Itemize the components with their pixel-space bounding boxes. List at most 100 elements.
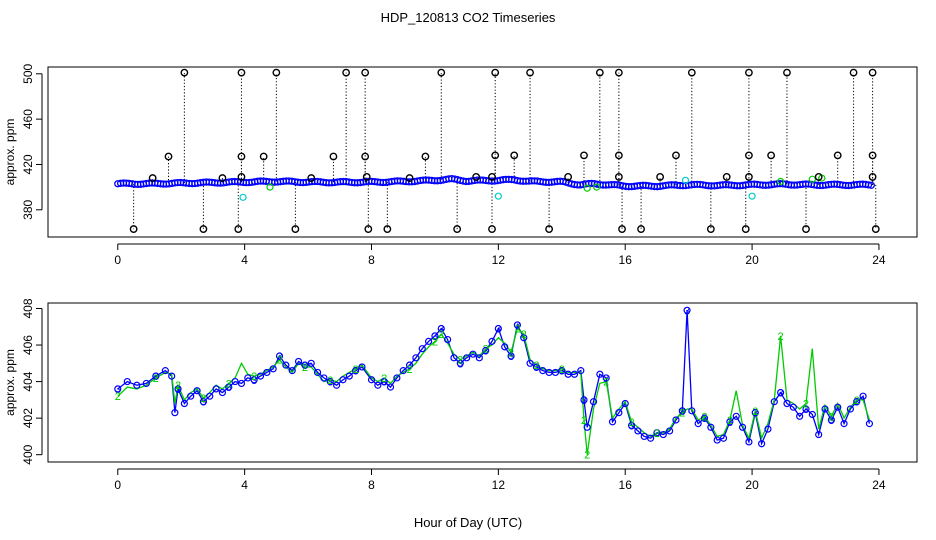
- data-point: [615, 409, 623, 417]
- data-point: [218, 388, 227, 397]
- y-axis-label: approx. ppm: [3, 119, 17, 186]
- flag-point: [614, 173, 623, 181]
- bottom-panel: 0 4 8 12 16 20 24 400 402 404 406 408 approx. ppm 3 3 3…: [3, 298, 918, 492]
- data-point: [558, 367, 566, 375]
- data-point: [802, 405, 810, 413]
- data-point: [646, 434, 655, 442]
- data-point: [494, 324, 502, 333]
- series-marker-2: 2: [752, 406, 758, 418]
- series-marker-3: 3: [684, 305, 690, 317]
- data-point: [783, 399, 791, 408]
- data-point: [738, 423, 747, 431]
- series-marker-2: 2: [828, 411, 834, 423]
- data-point: [152, 372, 160, 380]
- data-point: [320, 374, 328, 382]
- data-point: [358, 363, 366, 371]
- flag-point: [868, 68, 877, 77]
- data-point: [386, 383, 395, 391]
- data-point: [333, 381, 341, 389]
- flag-point: [362, 173, 371, 181]
- y-tick-label: 460: [21, 109, 35, 129]
- data-point: [666, 427, 674, 435]
- data-point: [418, 345, 426, 353]
- x-tick-label: 12: [492, 478, 506, 492]
- data-point: [683, 306, 691, 314]
- data-point: [627, 421, 636, 430]
- data-point: [770, 398, 778, 406]
- series-marker-2: 2: [432, 336, 438, 348]
- data-point: [339, 376, 347, 384]
- series-marker-2: 2: [438, 329, 444, 341]
- flag-point: [234, 225, 243, 233]
- data-point: [301, 361, 309, 369]
- x-tick-label: 4: [241, 253, 248, 267]
- series-marker-2: 2: [508, 347, 514, 359]
- flag-point: [307, 174, 316, 182]
- data-point: [244, 374, 252, 382]
- data-point: [393, 374, 401, 382]
- data-point: [133, 381, 141, 389]
- series-marker-2: 2: [115, 391, 121, 403]
- series-marker-3: 3: [654, 428, 660, 440]
- series-marker-3: 3: [483, 346, 489, 358]
- series-marker-3: 3: [854, 397, 860, 409]
- series-marker-3: 3: [628, 420, 634, 432]
- data-point: [275, 352, 284, 360]
- flag-point: [526, 68, 534, 77]
- data-point: [757, 440, 766, 448]
- flag-point: [614, 68, 623, 77]
- flag-point: [868, 151, 877, 160]
- data-point: [367, 376, 376, 384]
- flag-point: [614, 151, 623, 160]
- data-point: [437, 324, 445, 333]
- x-tick-label: 20: [745, 478, 759, 492]
- x-tick-label: 20: [745, 253, 759, 267]
- data-point: [482, 346, 490, 355]
- data-point: [450, 354, 458, 362]
- data-point: [380, 377, 388, 386]
- data-point: [123, 377, 131, 386]
- x-tick-label: 16: [619, 253, 633, 267]
- series-marker-3: 3: [302, 360, 308, 372]
- flag-point: [259, 152, 268, 161]
- data-point: [142, 379, 150, 388]
- series-marker-2: 2: [628, 417, 634, 429]
- flag-point: [745, 151, 753, 160]
- flag-point: [364, 225, 373, 233]
- x-tick-label: 4: [241, 478, 248, 492]
- series-marker-2: 2: [584, 450, 590, 462]
- flag-point: [218, 174, 227, 182]
- data-point: [352, 367, 360, 375]
- series-marker-3: 3: [727, 417, 733, 429]
- plot-frame: [47, 66, 918, 238]
- data-point: [199, 398, 208, 406]
- series-marker-3: 3: [603, 373, 609, 385]
- data-point: [424, 337, 433, 345]
- series-marker-2: 2: [327, 375, 333, 387]
- data-point: [580, 396, 588, 404]
- data-point: [732, 412, 740, 420]
- y-axis-label: approx. ppm: [3, 349, 17, 416]
- data-point: [345, 372, 353, 380]
- series-marker-2: 2: [302, 362, 308, 374]
- data-point: [700, 414, 709, 422]
- data-point: [174, 385, 182, 393]
- data-point: [469, 350, 477, 358]
- series-marker-3: 3: [353, 366, 359, 378]
- x-tick-label: 8: [368, 478, 375, 492]
- data-point: [444, 335, 452, 344]
- series-marker-2: 2: [654, 428, 660, 440]
- series-marker-3: 3: [778, 388, 784, 400]
- flag-point: [767, 151, 776, 160]
- flag-point: [491, 68, 500, 77]
- flag-point: [783, 68, 791, 77]
- data-point: [608, 418, 617, 426]
- series-marker-3: 3: [679, 406, 685, 418]
- plot-area: [114, 68, 880, 233]
- flag-point: [237, 173, 246, 181]
- series-marker-3: 3: [276, 351, 282, 363]
- series-line-3: [117, 310, 871, 446]
- series-marker-2: 2: [701, 411, 707, 423]
- data-point: [694, 420, 702, 428]
- data-point: [237, 379, 246, 388]
